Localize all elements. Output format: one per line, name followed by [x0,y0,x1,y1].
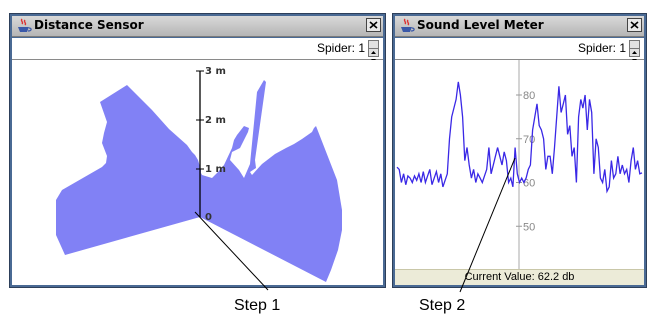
range-label-0: 0 [205,212,212,223]
sound-level-meter-toolbar: Spider: 1 [395,38,644,62]
step2-label: Step 2 [419,297,466,314]
stepper-up-button[interactable] [369,41,378,54]
triangle-up-icon [371,51,376,54]
java-cup-icon [401,18,415,32]
sound-level-chart: 80 70 60 50 [395,60,644,285]
sound-level-meter-title: Sound Level Meter [417,18,544,32]
sound-level-meter-titlebar[interactable]: Sound Level Meter [395,16,644,37]
triangle-up-icon [632,51,637,54]
distance-sensor-close-button[interactable] [366,18,381,32]
sound-level-series-line [396,81,643,194]
distance-sensor-window: Distance Sensor Spider: 1 3 m 2 m 1 m [9,13,386,288]
distance-sensor-canvas: 3 m 2 m 1 m 0 [12,60,383,285]
distance-sensor-titlebar[interactable]: Distance Sensor [12,16,383,37]
spider-select-label: Spider: 1 [577,41,626,55]
sonar-map: 3 m 2 m 1 m 0 [56,66,342,282]
step2-pointer-line [459,157,516,293]
java-cup-icon [18,18,32,32]
current-value-status: Current Value: 62.2 db [395,269,644,285]
close-icon [630,21,639,29]
close-icon [369,21,378,29]
range-label-3m: 3 m [205,66,226,77]
distance-sensor-title: Distance Sensor [34,18,144,32]
y-tick-label: 50 [523,221,535,233]
range-label-1m: 1 m [205,164,226,175]
y-tick-label: 80 [523,90,535,102]
sonar-scan-area [56,80,342,282]
distance-sensor-toolbar: Spider: 1 [12,38,383,62]
stepper-up-button[interactable] [630,41,639,54]
spider-select-label: Spider: 1 [316,41,365,55]
step1-label: Step 1 [234,297,281,314]
y-tick-label: 60 [523,178,535,190]
sound-level-meter-window: Sound Level Meter Spider: 1 80 70 60 50 Cur… [392,13,647,288]
range-label-2m: 2 m [205,115,226,126]
sound-level-meter-close-button[interactable] [627,18,642,32]
step1-pointer-line [194,211,269,291]
spider-stepper[interactable] [629,40,640,62]
